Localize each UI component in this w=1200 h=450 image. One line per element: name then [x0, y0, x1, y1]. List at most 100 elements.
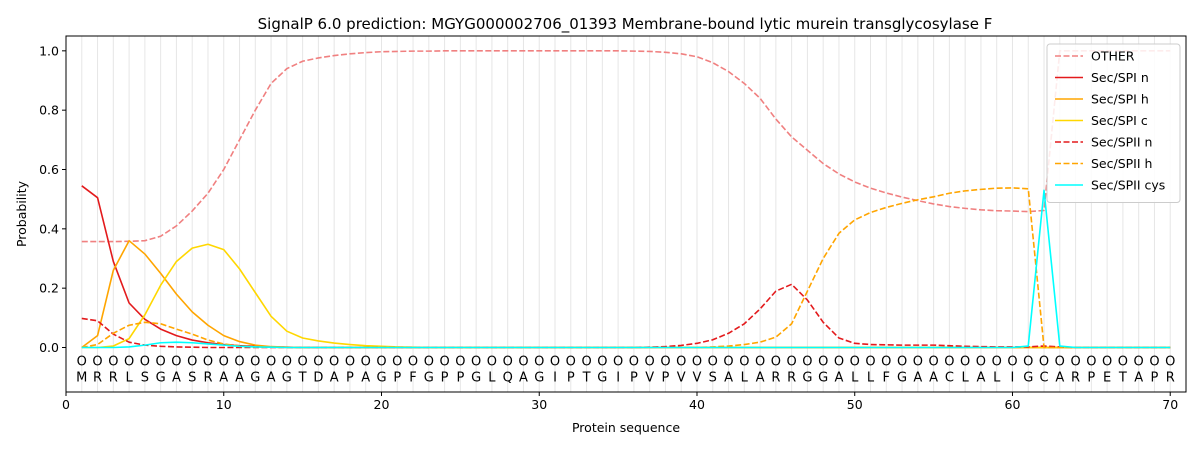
series-line-sec-spii-n	[81, 283, 1171, 349]
sequence-residue: T	[582, 371, 591, 386]
sequence-residue: L	[962, 371, 970, 386]
sequence-residue: A	[267, 371, 276, 386]
sequence-residue: L	[741, 371, 749, 386]
residue-marker: O	[1149, 354, 1159, 369]
residue-marker: O	[976, 354, 986, 369]
residue-marker: O	[313, 354, 323, 369]
sequence-residue: F	[883, 371, 890, 386]
y-tick-label: 0.0	[39, 340, 59, 355]
residue-marker: O	[550, 354, 560, 369]
residue-marker: O	[1039, 354, 1049, 369]
sequence-residue: T	[1118, 371, 1127, 386]
residue-marker: O	[660, 354, 670, 369]
sequence-residue: I	[616, 371, 620, 386]
sequence-residue: L	[125, 371, 133, 386]
sequence-residue: A	[1134, 371, 1143, 386]
sequence-residue: L	[488, 371, 496, 386]
residue-marker: O	[298, 354, 308, 369]
sequence-residue: P	[567, 371, 575, 386]
residue-marker: O	[787, 354, 797, 369]
sequence-residue: P	[456, 371, 464, 386]
sequence-residue: I	[1011, 371, 1015, 386]
legend-entry: Sec/SPII h	[1091, 156, 1152, 171]
residue-marker: O	[992, 354, 1002, 369]
series-line-other	[81, 50, 1171, 243]
y-tick-label: 1.0	[39, 43, 59, 58]
series-line-sec-spii-h	[81, 187, 1171, 349]
residue-marker: O	[187, 354, 197, 369]
sequence-residue: I	[553, 371, 557, 386]
residue-marker: O	[424, 354, 434, 369]
sequence-residue: A	[519, 371, 528, 386]
sequence-residue: G	[376, 371, 386, 386]
x-tick-label: 40	[689, 397, 705, 412]
residue-marker: O	[865, 354, 875, 369]
residue-marker: O	[613, 354, 623, 369]
legend-entry: Sec/SPI h	[1091, 92, 1149, 107]
residue-marker: O	[408, 354, 418, 369]
y-tick-label: 0.8	[39, 103, 59, 118]
residue-marker: O	[692, 354, 702, 369]
sequence-residue: R	[109, 371, 118, 386]
residue-marker: O	[913, 354, 923, 369]
residue-marker: O	[802, 354, 812, 369]
residue-marker: O	[834, 354, 844, 369]
residue-marker: O	[329, 354, 339, 369]
sequence-residue: L	[867, 371, 875, 386]
sequence-residue: A	[219, 371, 228, 386]
sequence-residue: A	[835, 371, 844, 386]
residue-marker: O	[534, 354, 544, 369]
sequence-residue: A	[1055, 371, 1064, 386]
residue-marker: O	[629, 354, 639, 369]
sequence-residue: P	[630, 371, 638, 386]
residue-marker: O	[77, 354, 87, 369]
sequence-residue: P	[393, 371, 401, 386]
residue-marker: O	[376, 354, 386, 369]
residue-marker: O	[1086, 354, 1096, 369]
sequence-residue: L	[993, 371, 1001, 386]
sequence-residue: S	[709, 371, 717, 386]
sequence-residue: T	[298, 371, 307, 386]
chart-legend: OTHER Sec/SPI n Sec/SPI h Sec/SPI c Sec/SPII…	[1046, 43, 1181, 203]
sequence-residue: F	[409, 371, 416, 386]
sequence-residue: A	[330, 371, 339, 386]
sequence-residue: A	[913, 371, 922, 386]
residue-marker: O	[345, 354, 355, 369]
residue-marker: O	[471, 354, 481, 369]
sequence-residue: G	[897, 371, 907, 386]
legend-entry: Sec/SPI n	[1091, 70, 1149, 85]
residue-marker: O	[266, 354, 276, 369]
sequence-residue: V	[645, 371, 654, 386]
residue-grid	[81, 36, 1171, 392]
y-tick-label: 0.4	[39, 221, 59, 236]
sequence-residue: R	[203, 371, 212, 386]
sequence-residue: G	[156, 371, 166, 386]
residue-marker: O	[171, 354, 181, 369]
residue-marker: O	[581, 354, 591, 369]
legend-entry: Sec/SPII n	[1091, 135, 1152, 150]
sequence-residue: P	[1151, 371, 1159, 386]
x-tick-label: 20	[374, 397, 390, 412]
sequence-residue: V	[677, 371, 686, 386]
sequence-residue: A	[361, 371, 370, 386]
sequence-residue: S	[141, 371, 149, 386]
residue-marker: O	[203, 354, 213, 369]
sequence-residue: R	[787, 371, 796, 386]
x-tick-label: 60	[1005, 397, 1021, 412]
residue-marker: O	[1165, 354, 1175, 369]
y-axis-label: Probability	[14, 180, 29, 247]
series-lines	[81, 50, 1171, 349]
series-line-sec-spi-n	[81, 185, 1171, 349]
residue-marker: O	[850, 354, 860, 369]
x-tick-label: 50	[847, 397, 863, 412]
sequence-residue: A	[929, 371, 938, 386]
series-line-sec-spi-h	[81, 239, 1171, 349]
y-tick-label: 0.6	[39, 162, 59, 177]
sequence-residue: Q	[503, 371, 513, 386]
residue-marker: O	[645, 354, 655, 369]
residue-marker: O	[361, 354, 371, 369]
sequence-residue: G	[534, 371, 544, 386]
